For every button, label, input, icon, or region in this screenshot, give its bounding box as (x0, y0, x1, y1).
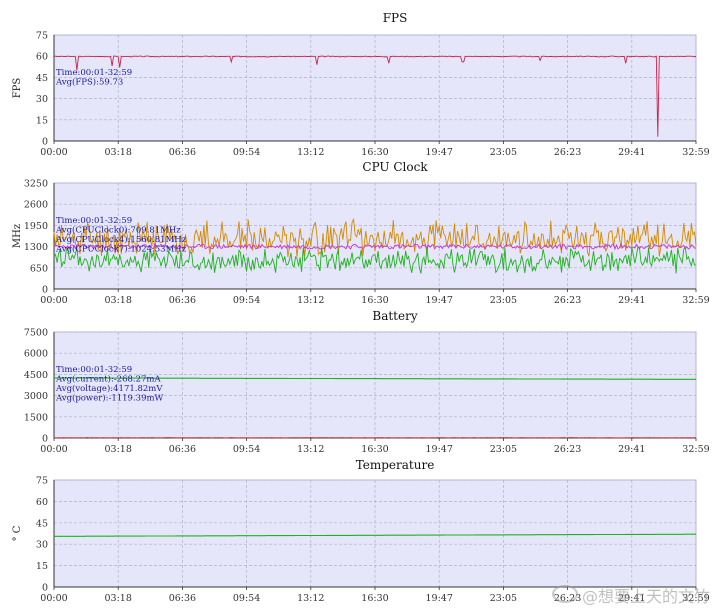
y-axis-label: FPS (12, 78, 23, 99)
chart-3: 0 15 30 45 60 75 00:00 03:18 06:36 09:54 13:12 16:3… (12, 458, 710, 604)
y-tick-label: 15 (36, 561, 48, 572)
y-tick-label: 3000 (24, 391, 48, 402)
annotation-text: Time:00:01-32:59 (56, 365, 132, 375)
y-tick-label: 30 (36, 94, 48, 105)
chart-0: 0 15 30 45 60 75 00:00 03:18 06:36 09:54 13:12 16:3… (12, 11, 710, 158)
y-tick-label: 60 (36, 497, 48, 508)
x-tick-label: 26:23 (554, 295, 581, 306)
x-tick-label: 19:47 (426, 444, 453, 455)
x-tick-label: 16:30 (361, 444, 388, 455)
y-tick-label: 0 (42, 137, 48, 148)
series-line (54, 377, 696, 380)
weibo-logo-icon (551, 585, 578, 603)
x-tick-label: 19:47 (426, 593, 453, 604)
chart-title: Battery (372, 309, 417, 323)
x-tick-label: 26:23 (554, 147, 581, 158)
y-axis-label: MHz (12, 224, 23, 248)
x-tick-label: 03:18 (105, 444, 132, 455)
x-tick-label: 29:41 (618, 147, 645, 158)
chart-title: CPU Clock (362, 160, 428, 174)
x-tick-label: 23:05 (490, 593, 517, 604)
y-tick-label: 60 (36, 52, 48, 63)
x-tick-label: 00:00 (40, 147, 67, 158)
y-tick-label: 0 (42, 434, 48, 445)
series-line (53, 533, 696, 537)
chart-title: FPS (383, 11, 408, 25)
annotation-text: Time:00:01-32:59 (56, 68, 132, 78)
y-tick-label: 0 (42, 583, 48, 594)
y-tick-label: 4500 (24, 370, 48, 381)
y-axis-label: ° C (12, 525, 23, 541)
y-tick-label: 7500 (24, 328, 48, 339)
x-tick-label: 03:18 (105, 295, 132, 306)
annotation-text: Avg(FPS):59.73 (55, 77, 123, 88)
y-tick-label: 3250 (24, 179, 48, 190)
x-tick-label: 29:41 (618, 444, 645, 455)
x-tick-label: 23:05 (490, 444, 517, 455)
y-tick-label: 6000 (24, 349, 48, 360)
x-tick-label: 19:47 (426, 147, 453, 158)
annotation-text: Avg(CPUClock7):1024.53MHz (55, 244, 187, 255)
annotation-text: Avg(voltage):4171.82mV (55, 383, 163, 394)
series-line (53, 243, 697, 251)
x-tick-label: 03:18 (105, 147, 132, 158)
y-tick-label: 45 (36, 518, 48, 529)
chart-2: 0 1500 3000 4500 6000 7500 00:00 03:18 06:36 09:5… (24, 309, 710, 455)
chart-1: 0 650 1300 1950 2600 3250 00:00 03:18 06:36 09:54… (12, 160, 710, 306)
series-line (53, 55, 697, 137)
x-tick-label: 23:05 (490, 295, 517, 306)
x-tick-label: 32:59 (682, 444, 709, 455)
x-tick-label: 32:59 (682, 593, 709, 604)
annotation-text: Avg(CPUClock0):709.81MHz (55, 225, 181, 236)
y-tick-label: 1950 (24, 221, 48, 232)
x-tick-label: 32:59 (682, 147, 709, 158)
watermark-text: @想要上天的文竹 (581, 587, 710, 606)
annotation-text: Time:00:01-32:59 (56, 216, 132, 226)
x-tick-label: 00:00 (40, 295, 67, 306)
x-tick-label: 13:12 (297, 444, 324, 455)
x-tick-label: 09:54 (233, 147, 260, 158)
y-tick-label: 1500 (24, 412, 48, 423)
x-tick-label: 16:30 (361, 147, 388, 158)
x-tick-label: 00:00 (40, 593, 67, 604)
y-tick-label: 45 (36, 73, 48, 84)
x-tick-label: 09:54 (233, 295, 260, 306)
annotation-text: Avg(current):-268.27mA (55, 374, 161, 385)
x-tick-label: 16:30 (361, 295, 388, 306)
y-tick-label: 75 (36, 476, 48, 487)
x-tick-label: 06:36 (169, 147, 196, 158)
x-tick-label: 13:12 (297, 593, 324, 604)
x-tick-label: 29:41 (618, 593, 645, 604)
x-tick-label: 32:59 (682, 295, 709, 306)
x-tick-label: 13:12 (297, 295, 324, 306)
annotation-text: Avg(power):-1119.39mW (55, 393, 164, 404)
y-tick-label: 0 (42, 285, 48, 296)
chart-title: Temperature (356, 458, 435, 472)
series-line (53, 246, 697, 274)
x-tick-label: 16:30 (361, 593, 388, 604)
y-tick-label: 650 (30, 263, 48, 274)
y-tick-label: 75 (36, 31, 48, 42)
x-tick-label: 03:18 (105, 593, 132, 604)
y-tick-label: 1300 (24, 242, 48, 253)
x-tick-label: 09:54 (233, 593, 260, 604)
x-tick-label: 00:00 (40, 444, 67, 455)
annotation-text: Avg(CPUClock4):1560.81MHz (55, 234, 187, 245)
watermark: @想要上天的文竹 (551, 583, 710, 607)
x-tick-label: 06:36 (169, 444, 196, 455)
y-tick-label: 15 (36, 115, 48, 126)
x-tick-label: 06:36 (169, 295, 196, 306)
y-tick-label: 30 (36, 540, 48, 551)
x-tick-label: 26:23 (554, 444, 581, 455)
series-line (53, 217, 697, 258)
x-tick-label: 29:41 (618, 295, 645, 306)
x-tick-label: 09:54 (233, 444, 260, 455)
x-tick-label: 19:47 (426, 295, 453, 306)
x-tick-label: 23:05 (490, 147, 517, 158)
y-tick-label: 2600 (24, 200, 48, 211)
x-tick-label: 06:36 (169, 593, 196, 604)
x-tick-label: 13:12 (297, 147, 324, 158)
